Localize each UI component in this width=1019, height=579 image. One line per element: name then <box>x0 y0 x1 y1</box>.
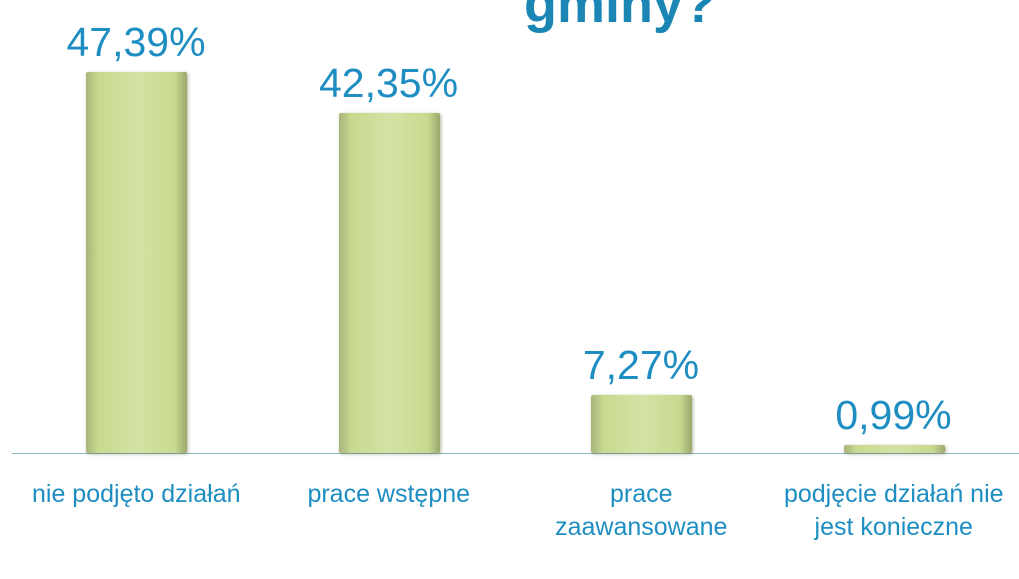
bar <box>86 71 188 453</box>
bar <box>843 445 945 453</box>
category-label: prace zaawansowane <box>555 480 728 541</box>
chart-title: gminy? <box>523 0 716 34</box>
value-label: 42,35% <box>318 59 459 106</box>
value-label: 47,39% <box>66 18 206 65</box>
category-label: nie podjęto działań <box>32 480 241 508</box>
axis-line <box>12 453 1019 454</box>
value-label: 0,99% <box>835 392 952 439</box>
bar <box>591 394 693 453</box>
value-label: 7,27% <box>582 341 700 388</box>
bar <box>338 112 440 453</box>
category-label: podjęcie działań nie jest konieczne <box>783 480 1004 541</box>
category-label: prace wstępne <box>307 480 471 508</box>
